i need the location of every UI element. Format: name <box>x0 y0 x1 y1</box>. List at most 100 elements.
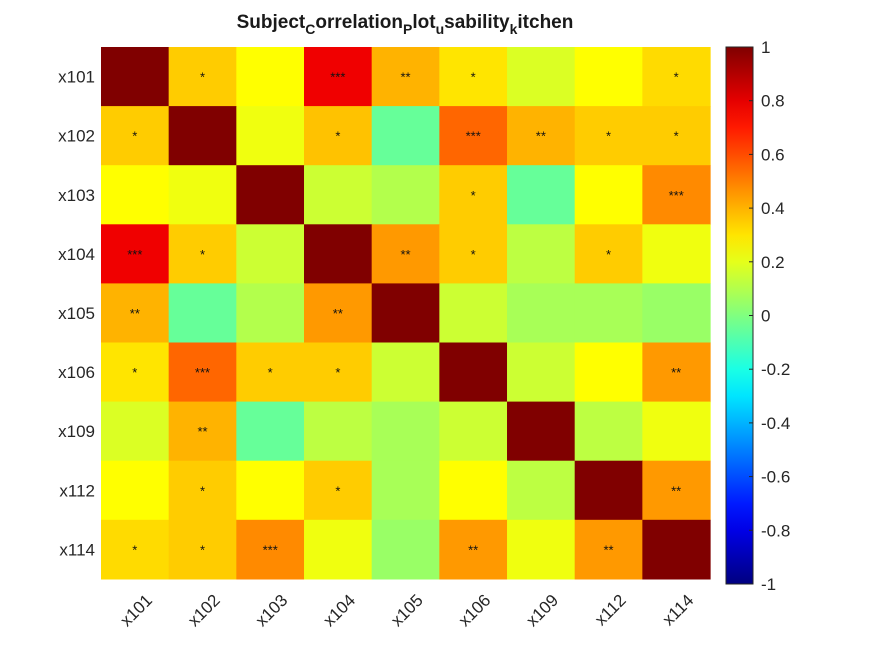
title-part: P <box>403 21 412 37</box>
colorbar-tick-label: -0.8 <box>761 521 790 540</box>
x-axis-tick-labels: x101 x102 x103 x104 x105 x106 x109 x112 x114 <box>117 591 698 631</box>
title-part: orrelation <box>315 12 403 33</box>
heatmap-cell <box>574 106 643 166</box>
heatmap-cell <box>101 519 170 580</box>
heatmap-cell <box>168 106 237 166</box>
heatmap-cell <box>236 165 305 225</box>
title-part: k <box>510 21 518 37</box>
heatmap-cell <box>507 401 576 462</box>
heatmap-cell <box>439 165 508 225</box>
heatmap-cell <box>507 224 576 284</box>
y-tick-label: x103 <box>58 186 95 205</box>
significance-annotations: * *** ** * ** * *** ** * ** ****** * ** * *** *** *** * * *… <box>127 70 684 558</box>
y-tick-label: x106 <box>58 363 95 382</box>
significance-marker: * <box>200 542 205 557</box>
heatmap-cell <box>304 401 373 462</box>
heatmap-cell <box>371 342 440 403</box>
heatmap-cell <box>304 106 373 166</box>
heatmap-cell <box>101 283 170 344</box>
heatmap-cell <box>168 47 237 107</box>
heatmap-cell <box>236 106 305 166</box>
significance-marker: ** <box>197 424 207 439</box>
heatmap-cell <box>168 460 237 521</box>
heatmap-cell <box>642 460 711 521</box>
heatmap-cell <box>371 106 440 166</box>
heatmap-cell <box>574 401 643 462</box>
title-part: lot <box>412 12 436 33</box>
heatmap-cell <box>304 460 373 521</box>
heatmap-cell <box>642 165 711 225</box>
heatmap-cell <box>507 106 576 166</box>
heatmap-cell <box>236 342 305 403</box>
heatmap-cell <box>101 106 170 166</box>
heatmap-cell <box>642 106 711 166</box>
heatmap-cell <box>439 224 508 284</box>
x-tick-label: x104 <box>320 591 360 631</box>
significance-marker: *** <box>195 365 210 380</box>
y-tick-label: x102 <box>58 127 95 146</box>
y-tick-label: x112 <box>59 481 95 500</box>
significance-marker: * <box>606 247 611 262</box>
significance-marker: * <box>200 483 205 498</box>
significance-marker: * <box>132 365 137 380</box>
y-tick-label: x114 <box>59 540 95 559</box>
heatmap-cell <box>236 224 305 284</box>
significance-marker: * <box>471 188 476 203</box>
significance-marker: ** <box>603 542 613 557</box>
significance-marker: * <box>200 70 205 85</box>
significance-marker: ** <box>671 483 681 498</box>
heatmap-cell <box>439 106 508 166</box>
heatmap-cell <box>101 401 170 462</box>
heatmap-cells <box>101 47 711 580</box>
heatmap-cell <box>507 283 576 344</box>
x-tick-label: x105 <box>387 591 427 631</box>
colorbar-gradient <box>725 46 754 585</box>
colorbar-tick-label: -0.4 <box>761 414 790 433</box>
heatmap-cell <box>574 224 643 284</box>
heatmap-cell <box>236 283 305 344</box>
heatmap-cell <box>101 47 170 107</box>
significance-marker: * <box>674 70 679 85</box>
significance-marker: * <box>471 247 476 262</box>
significance-marker: ** <box>400 247 410 262</box>
colorbar-tick-label: 0.8 <box>761 92 785 111</box>
significance-marker: * <box>132 542 137 557</box>
heatmap-cell <box>101 165 170 225</box>
heatmap-cell <box>642 224 711 284</box>
significance-marker: * <box>471 70 476 85</box>
heatmap-cell <box>642 401 711 462</box>
y-tick-label: x109 <box>58 422 95 441</box>
significance-marker: *** <box>263 542 278 557</box>
x-tick-label: x112 <box>591 591 630 630</box>
heatmap-cell <box>439 283 508 344</box>
heatmap-cell <box>371 47 440 107</box>
x-tick-label: x103 <box>252 591 292 631</box>
heatmap-cell <box>371 519 440 580</box>
significance-marker: * <box>606 129 611 144</box>
heatmap-cell <box>574 342 643 403</box>
significance-marker: *** <box>466 129 481 144</box>
significance-marker: *** <box>127 247 142 262</box>
heatmap-cell <box>236 460 305 521</box>
significance-marker: ** <box>536 129 546 144</box>
x-tick-label: x101 <box>117 591 157 631</box>
significance-marker: ** <box>400 70 410 85</box>
chart-title: SubjectCorrelationPlotusabilitykitchen <box>237 12 574 37</box>
significance-marker: * <box>674 129 679 144</box>
heatmap-cell <box>101 342 170 403</box>
heatmap-cell <box>507 342 576 403</box>
colorbar-tick-label: 0.2 <box>761 253 785 272</box>
significance-marker: * <box>335 129 340 144</box>
colorbar: 1 0.8 0.6 0.4 0.2 0 -0.2 -0.4 -0.6 -0.8 -1 <box>725 38 790 594</box>
significance-marker: ** <box>333 306 343 321</box>
significance-marker: * <box>132 129 137 144</box>
heatmap-cell <box>168 342 237 403</box>
heatmap-cell <box>642 47 711 107</box>
title-part: u <box>436 21 445 37</box>
heatmap-cell <box>168 283 237 344</box>
significance-marker: * <box>268 365 273 380</box>
title-part: sability <box>444 12 510 33</box>
significance-marker: ** <box>671 365 681 380</box>
colorbar-tick-label: 1 <box>761 38 770 57</box>
